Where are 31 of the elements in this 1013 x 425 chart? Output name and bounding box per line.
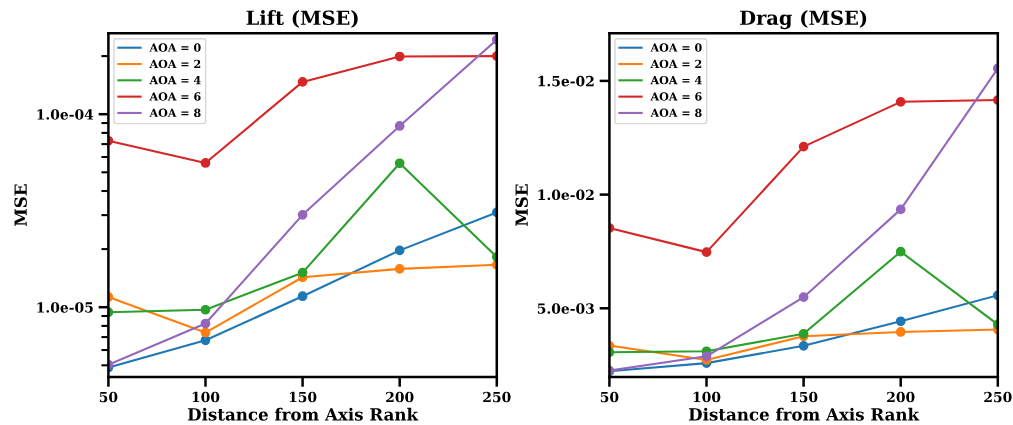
y-tick-label: 1.0e-02 bbox=[538, 189, 594, 201]
legend-label: AOA = 2 bbox=[149, 59, 201, 69]
y-tick-label: 1.0e-04 bbox=[37, 109, 94, 120]
legend-label: AOA = 8 bbox=[650, 108, 702, 117]
x-tick-label: 50 bbox=[600, 391, 619, 403]
x-tick-label: 250 bbox=[984, 391, 1012, 403]
legend-label: AOA = 0 bbox=[149, 43, 201, 52]
x-tick-label: 150 bbox=[790, 391, 818, 403]
legend-label: AOA = 6 bbox=[149, 92, 201, 101]
x-tick-label: 150 bbox=[289, 391, 317, 403]
x-tick-label: 100 bbox=[693, 391, 721, 403]
x-tick-label: 200 bbox=[887, 391, 915, 403]
x-axis-title: Distance from Axis Rank bbox=[187, 407, 419, 421]
y-tick-label: 1.5e-02 bbox=[538, 75, 594, 87]
chart-title: Drag (MSE) bbox=[740, 10, 867, 30]
x-tick-label: 100 bbox=[192, 391, 220, 403]
x-tick-label: 200 bbox=[386, 391, 414, 403]
x-tick-label: 250 bbox=[483, 391, 511, 403]
x-axis-title: Distance from Axis Rank bbox=[688, 407, 920, 421]
legend-label: AOA = 4 bbox=[149, 75, 201, 85]
x-tick-label: 50 bbox=[99, 391, 118, 403]
chart-title: Lift (MSE) bbox=[246, 10, 358, 28]
legend-label: AOA = 6 bbox=[650, 92, 702, 101]
y-axis-title: MSE bbox=[14, 184, 27, 226]
legend-label: AOA = 4 bbox=[650, 75, 702, 85]
y-tick-label: 1.0e-05 bbox=[37, 302, 93, 313]
y-axis-title: MSE bbox=[515, 184, 528, 226]
legend-label: AOA = 8 bbox=[149, 108, 201, 117]
y-tick-label: 5.0e-03 bbox=[537, 303, 594, 314]
legend-label: AOA = 2 bbox=[650, 59, 702, 69]
legend-label: AOA = 0 bbox=[650, 43, 702, 52]
